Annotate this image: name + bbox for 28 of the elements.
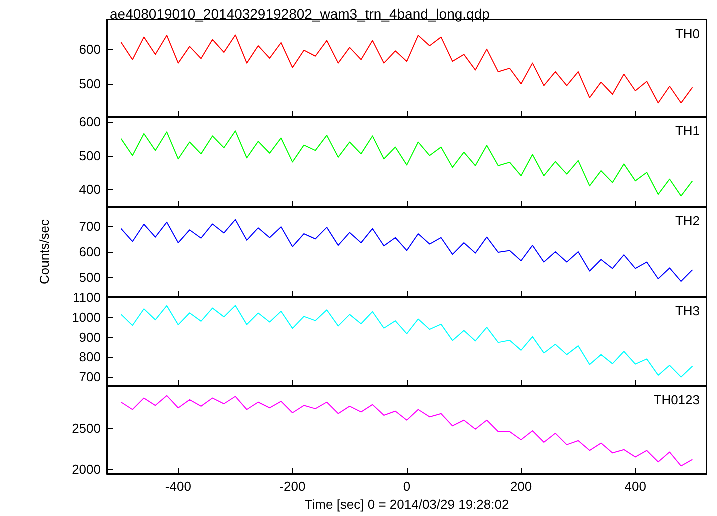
y-tick-label: 900 [79,330,101,345]
y-tick-label: 1000 [72,310,101,325]
y-tick-label: 2500 [72,421,101,436]
x-tick-label: -400 [165,479,192,494]
y-tick-label: 500 [79,270,101,286]
y-tick-label: 700 [79,218,101,234]
chart-title: ae408019010_20140329192802_wam3_trn_4band_long.qdp [110,6,490,22]
y-tick-label: 1100 [73,290,101,306]
x-tick-label: 200 [510,479,532,494]
y-tick-label: 400 [79,182,101,197]
text: TH1 [675,124,700,138]
y-tick-label: 500 [79,76,101,92]
y-tick-label: 600 [79,42,101,57]
x-tick-label: 0 [403,479,411,494]
x-tick-label: 400 [624,479,646,494]
y-tick-label: 800 [79,350,101,365]
y-tick-label: 600 [79,114,101,130]
text: TH2 [675,214,700,228]
y-tick-label: 2000 [72,462,101,477]
text: TH0 [675,26,700,42]
x-axis-title: Time [sec] 0 = 2014/03/29 19:28:02 [304,497,510,512]
text: TH3 [675,304,700,318]
y-axis-title: Counts/sec [37,218,52,285]
y-tick-label: 500 [79,148,101,164]
x-tick-label: -200 [280,479,306,494]
y-tick-label: 600 [79,244,101,260]
text: TH0123 [654,392,700,408]
y-tick-label: 700 [79,370,101,385]
